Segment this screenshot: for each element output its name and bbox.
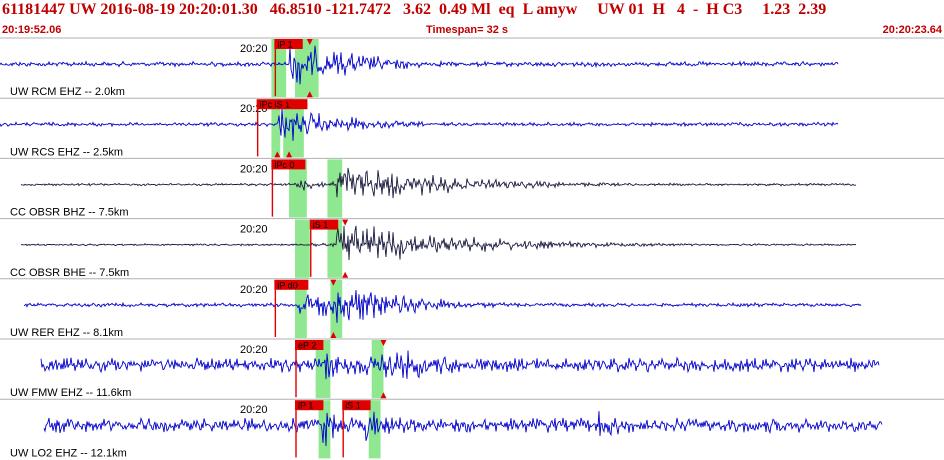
station-label: UW RCM EHZ -- 2.0km xyxy=(10,86,125,98)
end-time-label: 20:20:23.64 xyxy=(882,24,942,36)
arrival-marker-top xyxy=(286,99,293,106)
station-label: UW RCS EHZ -- 2.5km xyxy=(10,146,123,158)
pick-label: iS 1 xyxy=(345,401,361,411)
trace-row[interactable]: 20:20 CC OBSR BHE -- 7.5km iS 1 xyxy=(0,218,944,279)
arrival-marker-top xyxy=(330,279,337,286)
trace-row[interactable]: 20:20 CC OBSR BHZ -- 7.5km iPc 0 xyxy=(0,157,944,219)
time-tick-label: 20:20 xyxy=(240,344,268,356)
station-label: CC OBSR BHE -- 7.5km xyxy=(10,267,129,279)
waveform xyxy=(40,350,880,380)
waveform xyxy=(20,167,857,199)
time-tick-label: 20:20 xyxy=(240,284,268,296)
pick-window xyxy=(295,219,310,278)
trace-row[interactable]: 20:20 UW FMW EHZ -- 11.6km eP 2 xyxy=(0,338,944,399)
pick-label: eP 2 xyxy=(298,341,316,351)
arrival-marker-bottom xyxy=(274,151,281,158)
pick-label-box[interactable] xyxy=(256,99,308,110)
timespan-label: Timespan= 32 s xyxy=(426,24,509,36)
pick-label-box[interactable] xyxy=(309,219,339,230)
arrival-marker-top xyxy=(342,219,349,226)
arrival-marker-bottom xyxy=(380,392,387,399)
pick-window xyxy=(289,159,307,218)
pick-label: iPc 0 xyxy=(274,160,294,170)
pick-label-box[interactable] xyxy=(274,279,309,290)
pick-label-box[interactable] xyxy=(271,159,306,170)
pick-label-box[interactable] xyxy=(274,39,303,49)
pick-label: iP d0 xyxy=(277,280,297,290)
waveform xyxy=(0,108,839,141)
waveform xyxy=(43,411,883,447)
station-label: UW LO2 EHZ -- 12.1km xyxy=(10,447,127,459)
time-tick-label: 20:20 xyxy=(240,404,268,416)
arrival-marker-bottom xyxy=(306,91,313,98)
pick-label: iPc iS 1 xyxy=(260,100,291,110)
pick-window xyxy=(327,159,343,218)
pick-label: iP 1 xyxy=(298,401,313,411)
arrival-marker-bottom xyxy=(342,271,349,278)
station-label: UW RER EHZ -- 8.1km xyxy=(10,327,123,339)
trace-row[interactable]: 20:20 UW RER EHZ -- 8.1km iP d0 xyxy=(0,278,944,339)
pick-label-box[interactable] xyxy=(342,400,371,411)
trace-row[interactable]: 20:20 UW RCM EHZ -- 2.0km iP 1 xyxy=(0,37,944,98)
time-tick-label: 20:20 xyxy=(240,224,268,236)
pick-window xyxy=(371,340,384,399)
time-tick-label: 20:20 xyxy=(240,43,268,55)
event-header-title: 61181447 UW 2016-08-19 20:20:01.30 46.85… xyxy=(2,1,827,18)
arrival-marker-top xyxy=(306,39,313,45)
start-time-label: 20:19:52.06 xyxy=(2,24,62,36)
waveform xyxy=(0,45,839,85)
pick-label-box[interactable] xyxy=(295,340,324,350)
pick-window xyxy=(318,400,331,459)
trace-row[interactable]: 20:20 UW LO2 EHZ -- 12.1km iP 1 iS 1 xyxy=(0,398,944,459)
waveform xyxy=(20,225,857,261)
pick-window xyxy=(271,99,281,158)
arrival-marker-bottom xyxy=(330,332,337,338)
pick-label-box[interactable] xyxy=(295,400,324,411)
pick-label: iS 1 xyxy=(313,220,329,230)
waveform xyxy=(23,289,862,323)
arrival-marker-top xyxy=(380,340,387,346)
station-label: UW FMW EHZ -- 11.6km xyxy=(10,387,131,399)
station-label: CC OBSR BHZ -- 7.5km xyxy=(10,207,129,219)
pick-label: iP 1 xyxy=(277,40,292,50)
time-tick-label: 20:20 xyxy=(240,163,268,175)
arrival-marker-bottom xyxy=(286,151,293,158)
